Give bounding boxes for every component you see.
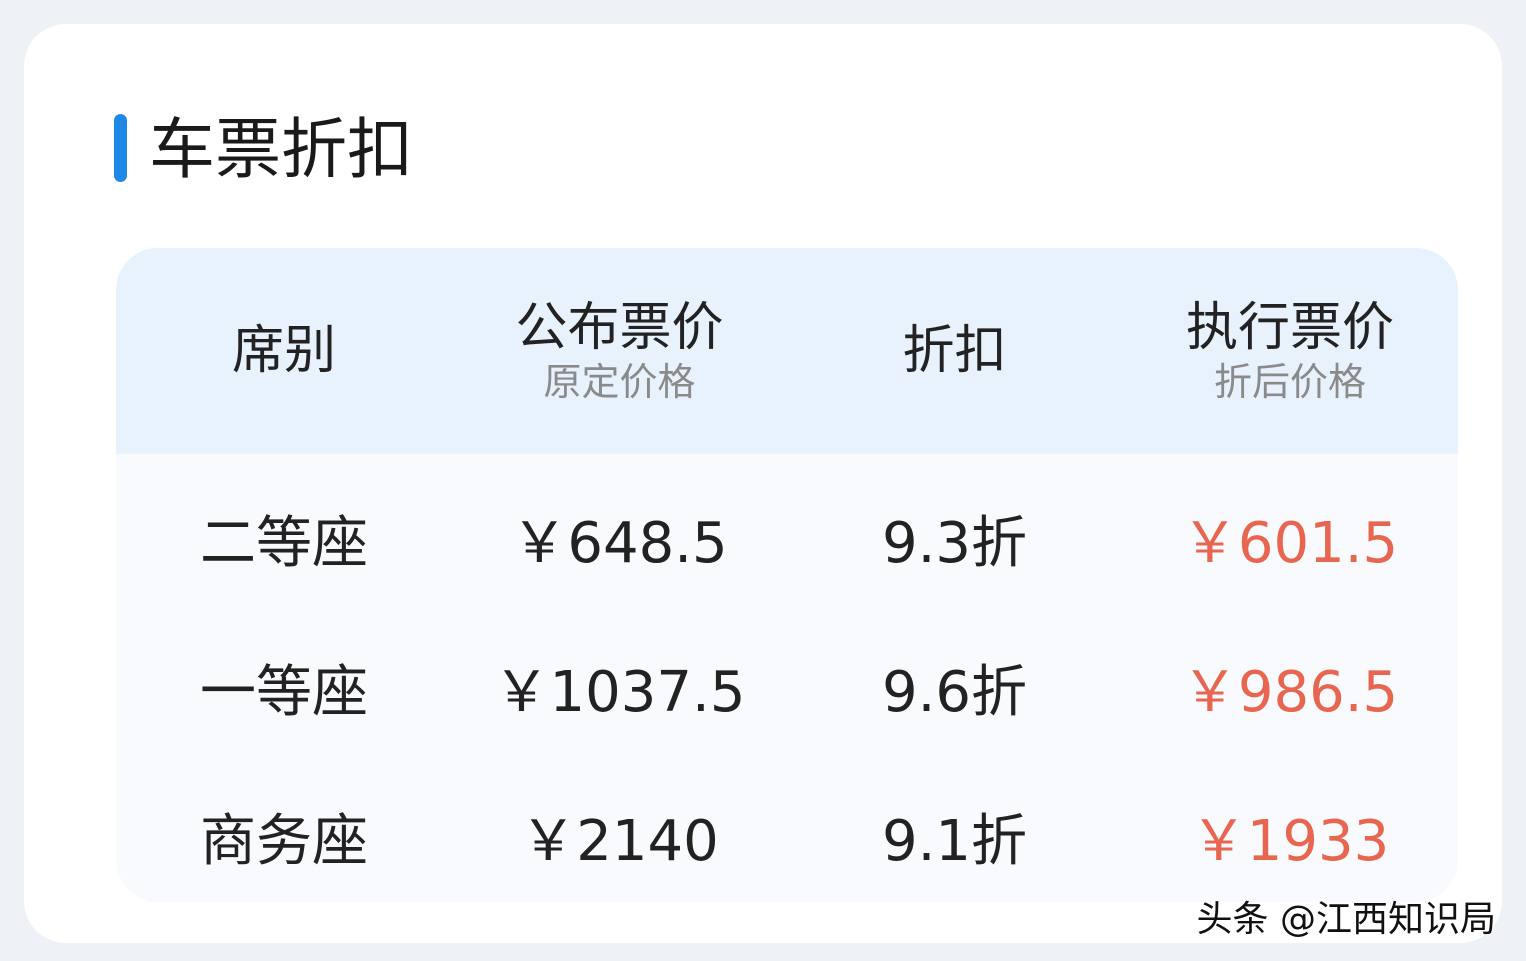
table-row: 一等座 ￥1037.5 9.6折 ￥986.5 <box>116 613 1458 762</box>
page-title: 车票折扣 <box>149 111 413 188</box>
listed-price: ￥648.5 <box>511 511 728 576</box>
table-header: 席别 公布票价 原定价格 折扣 执行票价 折后价格 <box>116 248 1458 454</box>
header-label: 席别 <box>231 321 336 381</box>
table-body: 二等座 ￥648.5 9.3折 ￥601.5 一等座 ￥1037.5 9.6折 … <box>116 454 1458 902</box>
header-label: 执行票价 <box>1185 298 1394 358</box>
header-label: 公布票价 <box>515 298 724 358</box>
table-row: 商务座 ￥2140 9.1折 ￥1933 <box>116 762 1458 902</box>
discount: 9.1折 <box>881 809 1028 874</box>
actual-price: ￥986.5 <box>1181 660 1399 725</box>
listed-price: ￥2140 <box>520 809 719 874</box>
table-row: 二等座 ￥648.5 9.3折 ￥601.5 <box>116 464 1458 613</box>
actual-price: ￥1933 <box>1190 809 1390 874</box>
watermark: 头条 @江西知识局 <box>1196 899 1496 940</box>
discount: 9.6折 <box>881 660 1028 725</box>
header-actual-price: 执行票价 折后价格 <box>1122 248 1458 454</box>
seat-class: 商务座 <box>200 809 368 874</box>
title-accent-bar <box>114 114 127 182</box>
ticket-discount-card: 车票折扣 席别 公布票价 原定价格 折扣 执行票价 折后价格 二等座 ￥648.… <box>24 24 1502 943</box>
actual-price: ￥601.5 <box>1181 511 1399 576</box>
header-label: 折扣 <box>902 321 1007 381</box>
header-listed-price: 公布票价 原定价格 <box>452 248 787 454</box>
discount: 9.3折 <box>881 511 1028 576</box>
seat-class: 一等座 <box>200 660 368 725</box>
header-sublabel: 折后价格 <box>1213 360 1366 404</box>
header-discount: 折扣 <box>787 248 1122 454</box>
seat-class: 二等座 <box>200 511 368 576</box>
header-sublabel: 原定价格 <box>543 360 696 404</box>
listed-price: ￥1037.5 <box>493 660 746 725</box>
discount-table: 席别 公布票价 原定价格 折扣 执行票价 折后价格 二等座 ￥648.5 9.3… <box>116 248 1458 902</box>
header-seat-class: 席别 <box>116 248 452 454</box>
